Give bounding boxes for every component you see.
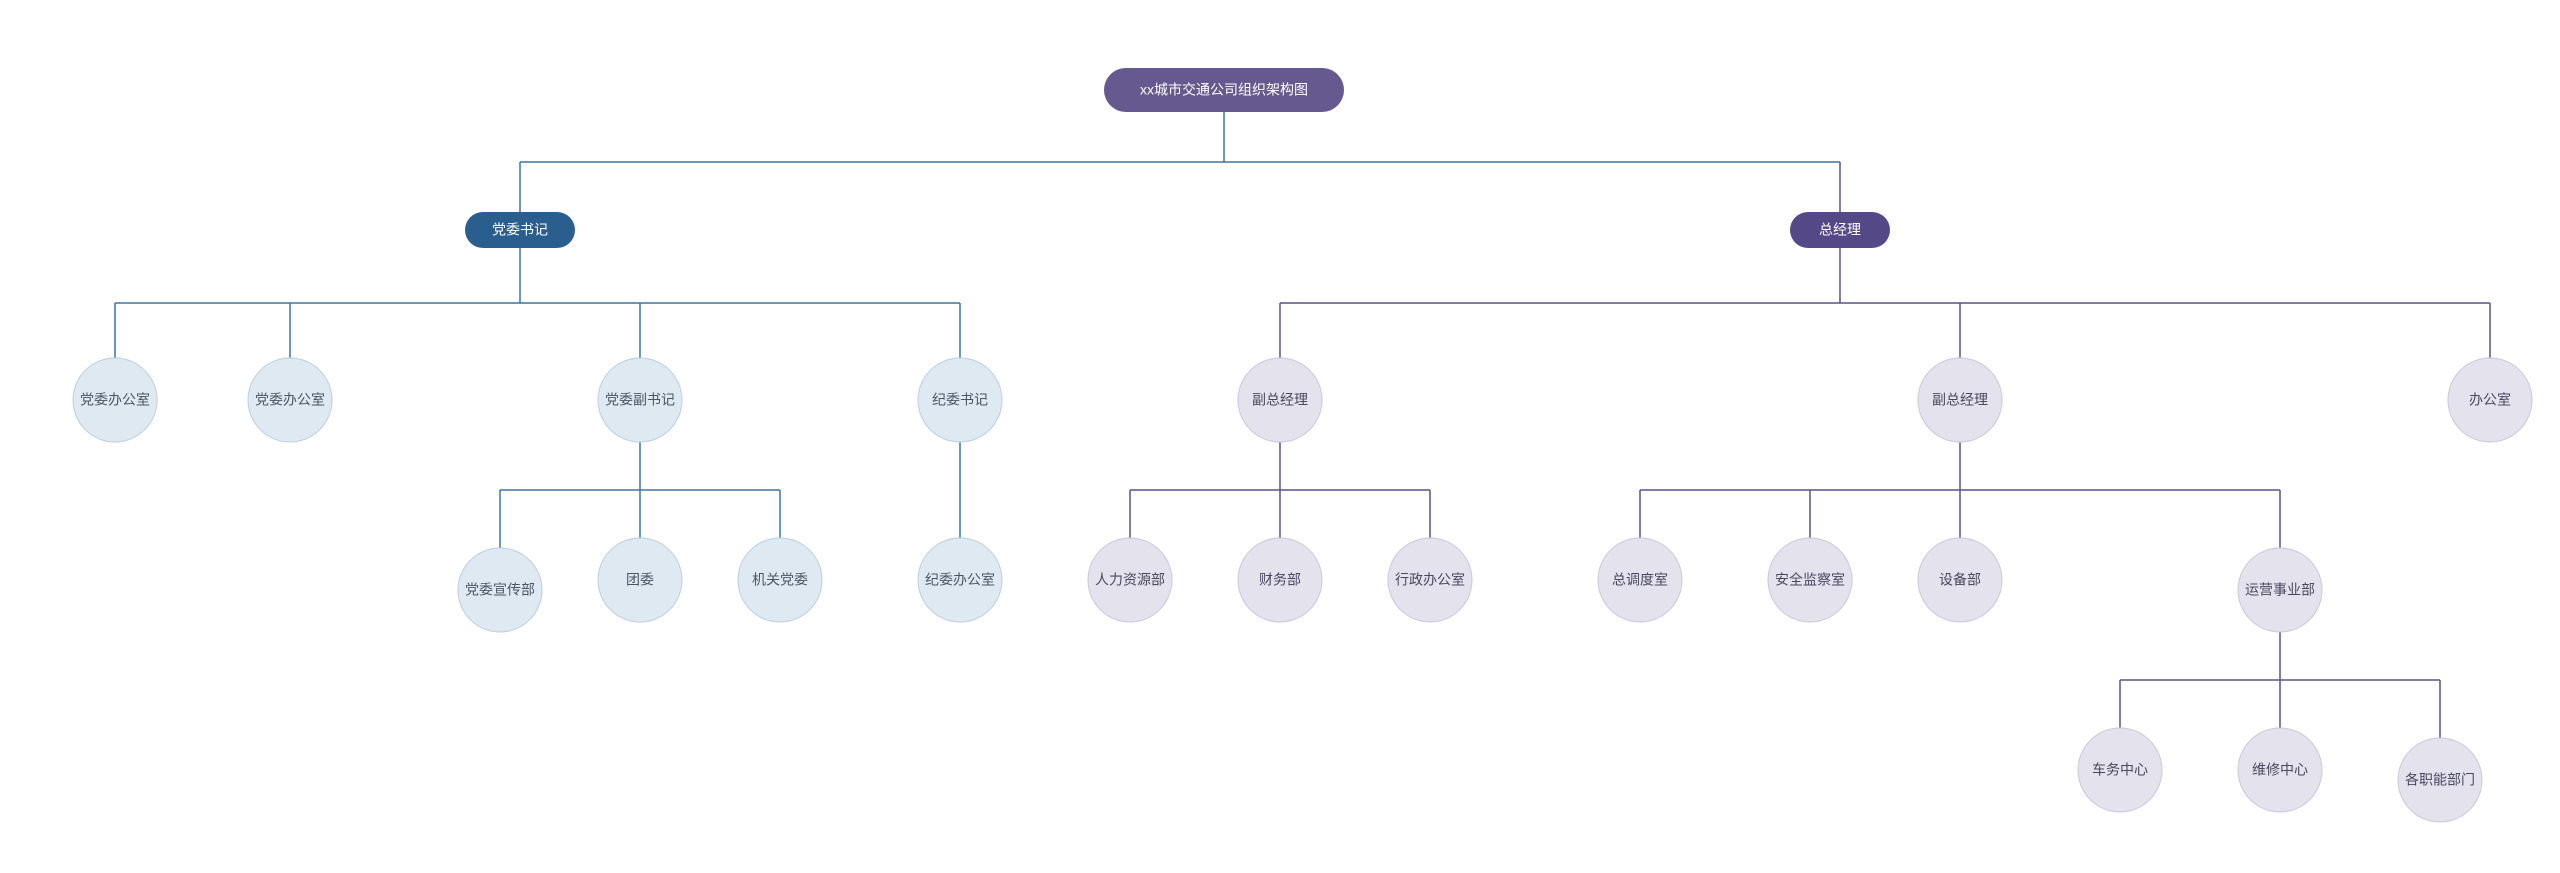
node-label: 党委副书记	[605, 392, 675, 408]
node-label: 党委办公室	[80, 392, 150, 408]
node-p1: 党委办公室	[73, 358, 157, 442]
node-party: 党委书记	[465, 212, 575, 248]
node-vgm1: 副总经理	[1238, 358, 1322, 442]
org-chart: xx城市交通公司组织架构图党委书记 总经理党委办公室 党委办公室 党委副书记 纪委书记党…	[0, 0, 2560, 873]
node-label: 财务部	[1259, 572, 1301, 588]
node-fin: 财务部	[1238, 538, 1322, 622]
node-p3c: 机关党委	[738, 538, 822, 622]
node-label: 机关党委	[752, 572, 808, 588]
node-p4a: 纪委办公室	[918, 538, 1002, 622]
node-label: 总经理	[1819, 222, 1861, 238]
node-ops: 运营事业部	[2238, 548, 2322, 632]
node-label: 人力资源部	[1095, 572, 1165, 588]
node-maint: 维修中心	[2238, 728, 2322, 812]
node-gm: 总经理	[1790, 212, 1890, 248]
node-label: 党委宣传部	[465, 582, 535, 598]
node-label: 纪委办公室	[925, 572, 995, 588]
node-label: 团委	[626, 572, 654, 588]
node-safety: 安全监察室	[1768, 538, 1852, 622]
node-func: 各职能部门	[2398, 738, 2482, 822]
node-label: 维修中心	[2252, 762, 2308, 778]
node-dispatch: 总调度室	[1598, 538, 1682, 622]
node-hr: 人力资源部	[1088, 538, 1172, 622]
node-label: xx城市交通公司组织架构图	[1140, 82, 1308, 98]
node-office: 办公室	[2448, 358, 2532, 442]
node-title: xx城市交通公司组织架构图	[1104, 68, 1344, 112]
node-label: 办公室	[2469, 392, 2511, 408]
node-label: 纪委书记	[932, 392, 988, 408]
node-p4: 纪委书记	[918, 358, 1002, 442]
node-p3b: 团委	[598, 538, 682, 622]
node-vgm2: 副总经理	[1918, 358, 2002, 442]
node-label: 运营事业部	[2245, 582, 2315, 598]
node-label: 行政办公室	[1395, 572, 1465, 588]
node-label: 副总经理	[1932, 392, 1988, 408]
node-label: 安全监察室	[1775, 572, 1845, 588]
node-label: 党委办公室	[255, 392, 325, 408]
node-label: 副总经理	[1252, 392, 1308, 408]
node-p3a: 党委宣传部	[458, 548, 542, 632]
node-admin: 行政办公室	[1388, 538, 1472, 622]
node-p3: 党委副书记	[598, 358, 682, 442]
node-p2: 党委办公室	[248, 358, 332, 442]
node-label: 设备部	[1939, 572, 1981, 588]
node-veh: 车务中心	[2078, 728, 2162, 812]
node-equip: 设备部	[1918, 538, 2002, 622]
node-label: 党委书记	[492, 222, 548, 238]
node-label: 车务中心	[2092, 762, 2148, 778]
nodes-layer: xx城市交通公司组织架构图党委书记 总经理党委办公室 党委办公室 党委副书记 纪委书记党…	[73, 68, 2532, 822]
node-label: 各职能部门	[2405, 772, 2475, 788]
node-label: 总调度室	[1612, 572, 1668, 588]
